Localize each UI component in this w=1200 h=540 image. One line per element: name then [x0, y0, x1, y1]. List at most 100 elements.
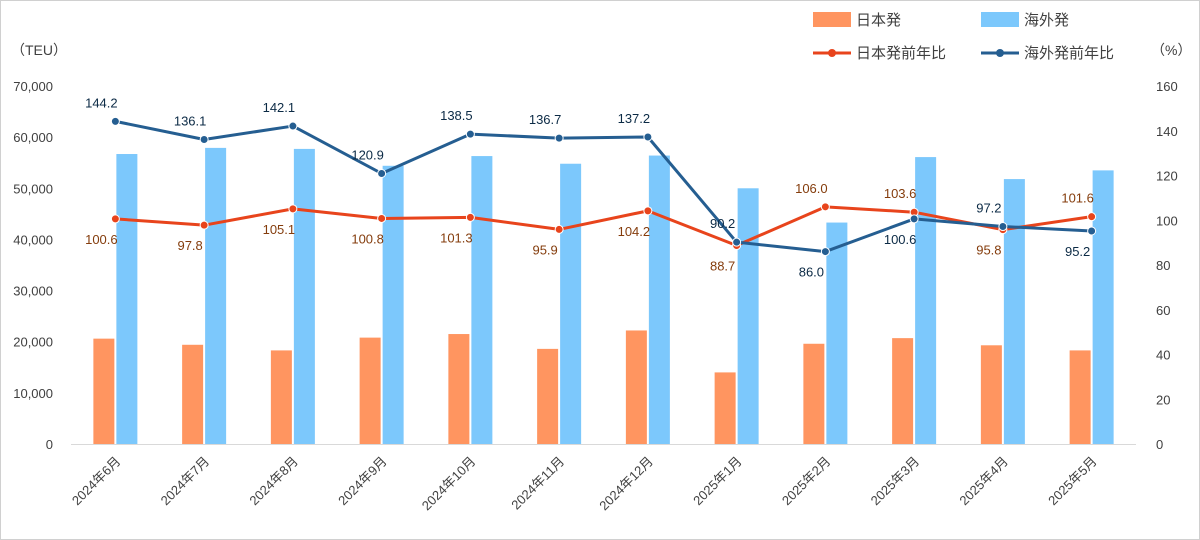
left-tick-label: 20,000	[13, 335, 53, 350]
right-tick-label: 40	[1156, 348, 1170, 363]
point-japan-yoy	[288, 204, 298, 214]
label-overseas-yoy: 136.7	[529, 112, 562, 127]
bar-overseas	[205, 147, 227, 444]
bar-japan	[448, 334, 470, 444]
label-overseas-yoy: 136.1	[174, 113, 207, 128]
right-axis-unit: （%）	[1151, 42, 1191, 58]
label-overseas-yoy: 144.2	[85, 95, 118, 110]
bar-overseas	[915, 157, 937, 445]
bar-japan	[270, 350, 292, 444]
point-japan-yoy	[820, 202, 830, 212]
x-tick-label: 2025年2月	[779, 454, 834, 509]
right-tick-label: 120	[1156, 169, 1178, 184]
point-overseas-yoy	[110, 116, 120, 126]
left-tick-label: 50,000	[13, 181, 53, 196]
point-overseas-yoy	[732, 237, 742, 247]
label-japan-yoy: 97.8	[177, 238, 202, 253]
point-japan-yoy	[554, 224, 564, 234]
left-tick-label: 70,000	[13, 79, 53, 94]
label-japan-yoy: 101.3	[440, 230, 473, 245]
left-tick-label: 40,000	[13, 232, 53, 247]
legend-swatch-overseas	[981, 12, 1019, 27]
label-overseas-yoy: 95.2	[1065, 244, 1090, 259]
legend-swatch-japan	[813, 12, 851, 27]
point-japan-yoy	[465, 212, 475, 222]
legend-label-overseas: 海外発	[1024, 12, 1069, 29]
point-japan-yoy	[199, 220, 209, 230]
right-tick-label: 60	[1156, 303, 1170, 318]
x-tick-label: 2025年4月	[956, 454, 1011, 509]
x-tick-label: 2025年3月	[868, 454, 923, 509]
label-overseas-yoy: 100.6	[884, 232, 917, 247]
label-overseas-yoy: 97.2	[976, 201, 1001, 216]
label-overseas-yoy: 138.5	[440, 108, 473, 123]
point-overseas-yoy	[554, 133, 564, 143]
bar-japan	[803, 343, 825, 444]
bar-japan	[537, 348, 559, 444]
x-tick-label: 2024年12月	[596, 454, 656, 514]
point-japan-yoy	[643, 206, 653, 216]
left-tick-label: 10,000	[13, 386, 53, 401]
label-overseas-yoy: 90.2	[710, 216, 735, 231]
label-japan-yoy: 95.9	[532, 242, 557, 257]
point-japan-yoy	[1087, 212, 1097, 222]
label-japan-yoy: 106.0	[795, 181, 828, 196]
bar-overseas	[560, 163, 582, 445]
legend-label-japan: 日本発	[856, 12, 901, 29]
point-overseas-yoy	[820, 247, 830, 257]
legend-marker-japan-yoy	[828, 49, 836, 57]
label-japan-yoy: 104.2	[618, 224, 651, 239]
bar-japan	[182, 344, 204, 444]
x-tick-label: 2024年10月	[419, 454, 479, 514]
label-japan-yoy: 95.8	[976, 243, 1001, 258]
x-tick-label: 2024年11月	[508, 454, 567, 513]
bar-overseas	[1092, 170, 1114, 444]
label-japan-yoy: 100.8	[351, 231, 384, 246]
label-japan-yoy: 105.1	[263, 222, 296, 237]
left-tick-label: 30,000	[13, 284, 53, 299]
label-japan-yoy: 101.6	[1061, 191, 1094, 206]
x-tick-label: 2024年9月	[335, 454, 390, 509]
point-japan-yoy	[377, 213, 387, 223]
bar-overseas	[648, 155, 670, 444]
legend-label-overseas-yoy: 海外発前年比	[1024, 45, 1114, 62]
x-tick-label: 2024年8月	[246, 454, 301, 509]
label-japan-yoy: 100.6	[85, 232, 118, 247]
right-tick-label: 0	[1156, 437, 1163, 452]
bar-japan	[359, 337, 381, 444]
right-tick-label: 100	[1156, 213, 1178, 228]
legend-label-japan-yoy: 日本発前年比	[856, 45, 946, 62]
point-overseas-yoy	[1087, 226, 1097, 236]
point-overseas-yoy	[909, 214, 919, 224]
x-tick-label: 2024年6月	[69, 454, 124, 509]
bar-overseas	[116, 154, 138, 444]
x-tick-label: 2025年1月	[690, 454, 745, 509]
bar-japan	[625, 330, 647, 444]
label-overseas-yoy: 142.1	[263, 100, 296, 115]
legend-marker-overseas-yoy	[996, 49, 1004, 57]
x-tick-label: 2025年5月	[1045, 454, 1100, 509]
x-tick-label: 2024年7月	[158, 454, 213, 509]
bar-japan	[714, 372, 736, 444]
bar-japan	[93, 338, 115, 444]
label-overseas-yoy: 86.0	[799, 265, 824, 280]
point-overseas-yoy	[643, 132, 653, 142]
left-axis-unit: （TEU）	[11, 42, 67, 58]
point-overseas-yoy	[465, 129, 475, 139]
bar-japan	[980, 345, 1002, 444]
right-tick-label: 80	[1156, 258, 1170, 273]
left-tick-label: 60,000	[13, 130, 53, 145]
bar-overseas	[826, 222, 848, 444]
point-overseas-yoy	[288, 121, 298, 131]
right-tick-label: 20	[1156, 392, 1170, 407]
point-japan-yoy	[110, 214, 120, 224]
right-tick-label: 160	[1156, 79, 1178, 94]
bar-overseas	[382, 165, 404, 445]
left-tick-label: 0	[46, 437, 53, 452]
bar-overseas	[1003, 179, 1025, 444]
bar-overseas	[471, 156, 493, 444]
label-overseas-yoy: 120.9	[351, 147, 384, 162]
right-tick-label: 140	[1156, 124, 1178, 139]
